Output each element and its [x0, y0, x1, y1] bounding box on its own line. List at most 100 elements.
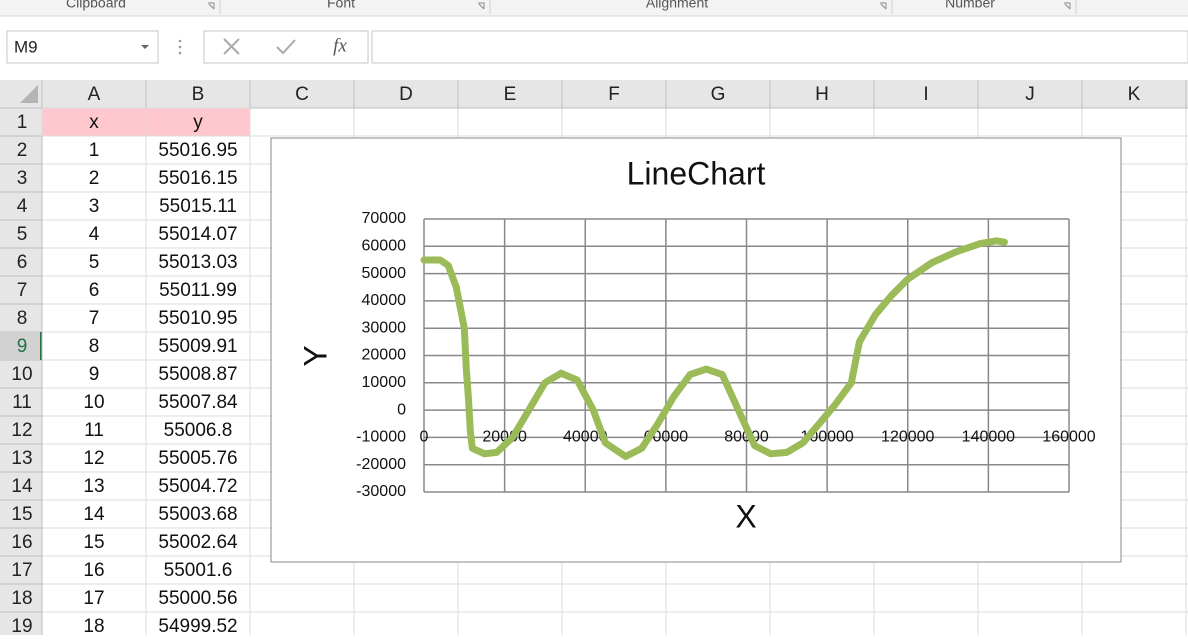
y-tick-label: -20000: [356, 456, 406, 473]
cell: 3: [89, 196, 100, 217]
y-tick-label: 20000: [362, 347, 407, 364]
x-tick-label: 40000: [563, 428, 608, 445]
row-header: 12: [11, 420, 32, 441]
y-tick-label: 60000: [362, 238, 407, 255]
row-header: 16: [11, 532, 32, 553]
ribbon-strip: [0, 0, 1188, 16]
row-header: 10: [11, 364, 32, 385]
y-tick-label: 10000: [362, 374, 407, 391]
row-header: 11: [12, 392, 32, 413]
column-header: K: [1128, 84, 1141, 105]
y-tick-label: 30000: [362, 319, 407, 336]
cell: 5: [89, 252, 100, 273]
row-header: 9: [17, 336, 28, 357]
cell: 18: [83, 616, 104, 635]
y-tick-label: 0: [397, 401, 406, 418]
chart-title: LineChart: [627, 155, 766, 191]
column-header: E: [504, 84, 517, 105]
x-tick-label: 120000: [881, 428, 934, 445]
more-dots: [178, 39, 182, 55]
row-header: 19: [11, 616, 32, 635]
row-header: 7: [17, 280, 28, 301]
column-header: I: [923, 84, 928, 105]
header-cell: [41, 107, 147, 137]
row-header: 14: [11, 476, 33, 497]
column-header: D: [399, 84, 413, 105]
data-line: [420, 237, 1008, 460]
name-box-text: M9: [14, 37, 38, 56]
group-launcher[interactable]: [1064, 2, 1071, 10]
cell: 55016.95: [158, 140, 237, 161]
cell: 55004.72: [158, 476, 237, 497]
column-header: F: [608, 84, 620, 105]
row-header: 5: [17, 224, 28, 245]
row-header: 17: [11, 560, 32, 581]
cell: 12: [83, 448, 104, 469]
cell: 55010.95: [158, 308, 237, 329]
cell: 6: [89, 280, 100, 301]
cell: 55013.03: [158, 252, 237, 273]
cell: 4: [89, 224, 100, 245]
cell: 55006.8: [164, 420, 233, 441]
x-tick-label: 160000: [1042, 428, 1095, 445]
header-cell: [145, 107, 251, 137]
row-header: 3: [17, 168, 28, 189]
cell: y: [193, 112, 203, 133]
cell: 2: [89, 168, 100, 189]
cell: 55001.6: [164, 560, 233, 581]
cell: 14: [83, 504, 105, 525]
ribbon-group-label: Number: [945, 0, 995, 11]
y-tick-label: 70000: [362, 210, 407, 227]
cell: 13: [83, 476, 104, 497]
column-header: C: [295, 84, 309, 105]
cell: 55016.15: [158, 168, 237, 189]
cell: 54999.52: [158, 616, 237, 635]
cell: 55005.76: [158, 448, 237, 469]
cancel-button[interactable]: [223, 38, 240, 55]
name-box-arrow[interactable]: [141, 45, 149, 49]
row-header-bar: [0, 108, 42, 635]
y-tick-label: -30000: [356, 483, 406, 500]
x-axis-label: X: [735, 498, 756, 534]
formula-input[interactable]: [371, 30, 1188, 64]
cell: 55002.64: [158, 532, 238, 553]
cell: 55007.84: [158, 392, 238, 413]
cell: 55015.11: [159, 196, 237, 217]
x-tick-label: 0: [420, 428, 429, 445]
row-header: 2: [17, 140, 28, 161]
cell: 15: [83, 532, 104, 553]
cell: 55014.07: [158, 224, 237, 245]
cell: 17: [83, 588, 104, 609]
insert-function[interactable]: fx: [333, 35, 347, 56]
cell: 55003.68: [158, 504, 237, 525]
column-header: A: [88, 84, 101, 105]
column-header-bar: [0, 80, 1188, 108]
cell: 55000.56: [158, 588, 237, 609]
ribbon-group-label: Clipboard: [66, 0, 126, 11]
group-launcher[interactable]: [208, 2, 215, 10]
row-header: 18: [11, 588, 32, 609]
enter-button[interactable]: [276, 39, 296, 55]
cell: 10: [83, 392, 104, 413]
selected-row-header: [0, 332, 42, 360]
select-all[interactable]: [20, 85, 38, 103]
group-launcher[interactable]: [880, 2, 887, 10]
column-header: J: [1025, 84, 1035, 105]
cell: 55009.91: [158, 336, 237, 357]
cell: 11: [84, 420, 104, 441]
row-header: 6: [17, 252, 28, 273]
column-header: H: [815, 84, 829, 105]
group-launcher[interactable]: [478, 2, 485, 10]
cell: 1: [89, 140, 100, 161]
row-header: 8: [17, 308, 28, 329]
ribbon-group-label: Font: [327, 0, 355, 11]
row-header: 1: [17, 112, 28, 133]
row-header: 15: [11, 504, 32, 525]
row-header: 13: [11, 448, 32, 469]
cell: x: [89, 112, 99, 133]
y-tick-label: -10000: [356, 429, 406, 446]
name-box[interactable]: [6, 30, 159, 64]
x-tick-label: 140000: [962, 428, 1015, 445]
y-tick-label: 50000: [362, 265, 407, 282]
